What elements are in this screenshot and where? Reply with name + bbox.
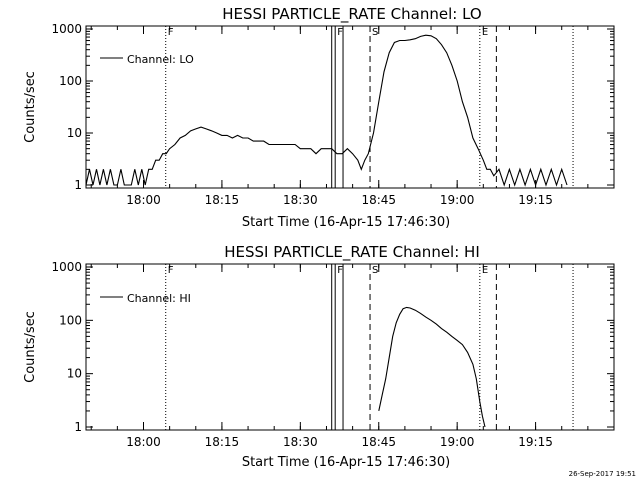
x-tick-label: 19:00 (440, 435, 475, 449)
y-tick-label: 1 (74, 178, 82, 192)
x-tick-label: 19:15 (518, 193, 553, 207)
event-marker-label: E (482, 265, 488, 276)
legend-entry: Channel: LO (127, 53, 194, 66)
event-marker-label: F (337, 27, 343, 38)
y-axis-label: Counts/sec (23, 311, 38, 383)
y-tick-label: 100 (59, 74, 82, 88)
y-tick-label: 1 (74, 420, 82, 434)
chart-title: HESSI PARTICLE_RATE Channel: LO (222, 5, 481, 24)
event-marker-label: F (337, 265, 343, 276)
x-tick-label: 18:00 (126, 193, 161, 207)
series-line-lo (85, 34, 568, 187)
y-tick-label: 10 (67, 367, 82, 381)
x-tick-label: 18:30 (283, 435, 318, 449)
x-axis-label: Start Time (16-Apr-15 17:46:30) (242, 215, 450, 230)
chart-panel-lo: HESSI PARTICLE_RATE Channel: LO F F S E 1 10… (23, 5, 615, 230)
x-tick-label: 18:30 (283, 193, 318, 207)
x-tick-label: 18:15 (205, 193, 240, 207)
legend-entry: Channel: HI (127, 292, 191, 305)
y-tick-label: 1000 (51, 260, 82, 274)
x-tick-label: 18:15 (205, 435, 240, 449)
date-stamp: 26-Sep-2017 19:51 (569, 470, 636, 478)
y-axis-ticks: 1 10 100 1000 (51, 260, 614, 434)
y-tick-label: 10 (67, 126, 82, 140)
y-axis-label: Counts/sec (23, 71, 38, 143)
event-marker-label: E (482, 27, 488, 38)
plot-frame (85, 263, 615, 431)
series-line-hi (378, 306, 486, 428)
event-marker-label: S (372, 265, 378, 276)
plot-frame (85, 25, 615, 189)
event-marker-label: F (168, 265, 174, 276)
x-axis-ticks: 18:00 18:15 18:30 18:45 19:00 19:15 (90, 264, 615, 449)
event-marker-label: S (372, 27, 378, 38)
y-axis-ticks: 1 10 100 1000 (51, 22, 614, 192)
x-tick-label: 18:45 (361, 193, 396, 207)
y-tick-label: 1000 (51, 22, 82, 36)
x-axis-label: Start Time (16-Apr-15 17:46:30) (242, 455, 450, 470)
y-tick-label: 100 (59, 313, 82, 327)
chart-title: HESSI PARTICLE_RATE Channel: HI (224, 243, 480, 262)
x-axis-ticks: 18:00 18:15 18:30 18:45 19:00 19:15 (90, 26, 615, 207)
chart-panel-hi: HESSI PARTICLE_RATE Channel: HI F F S E 1 10… (23, 243, 615, 470)
x-tick-label: 19:00 (440, 193, 475, 207)
event-marker-label: F (168, 27, 174, 38)
x-tick-label: 18:00 (126, 435, 161, 449)
x-tick-label: 19:15 (518, 435, 553, 449)
x-tick-label: 18:45 (361, 435, 396, 449)
